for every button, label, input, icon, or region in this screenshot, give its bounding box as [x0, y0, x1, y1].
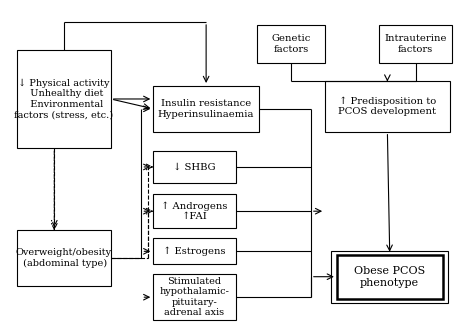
Text: Stimulated
hypothalamic-
pituitary-
adrenal axis: Stimulated hypothalamic- pituitary- adre…	[159, 277, 229, 317]
FancyBboxPatch shape	[153, 151, 236, 183]
FancyBboxPatch shape	[325, 81, 450, 132]
Text: Insulin resistance
Hyperinsulinaemia: Insulin resistance Hyperinsulinaemia	[158, 99, 255, 118]
Text: Intrauterine
factors: Intrauterine factors	[384, 35, 447, 54]
Text: ↓ Physical activity
  Unhealthy diet
  Environmental
factors (stress, etc.): ↓ Physical activity Unhealthy diet Envir…	[14, 79, 113, 119]
Text: ↓ SHBG: ↓ SHBG	[173, 163, 216, 171]
FancyBboxPatch shape	[153, 86, 259, 132]
Text: Overweight/obesity
 (abdominal type): Overweight/obesity (abdominal type)	[16, 248, 112, 268]
FancyBboxPatch shape	[153, 194, 236, 228]
Text: Genetic
factors: Genetic factors	[271, 35, 310, 54]
Text: Obese PCOS
phenotype: Obese PCOS phenotype	[354, 266, 425, 288]
Text: ↑ Predisposition to
PCOS development: ↑ Predisposition to PCOS development	[338, 96, 437, 116]
FancyBboxPatch shape	[337, 255, 443, 299]
FancyBboxPatch shape	[257, 25, 325, 63]
FancyBboxPatch shape	[17, 50, 111, 148]
Text: ↑ Androgens
↑FAI: ↑ Androgens ↑FAI	[161, 201, 228, 221]
Text: ↑ Estrogens: ↑ Estrogens	[163, 247, 226, 256]
FancyBboxPatch shape	[379, 25, 452, 63]
FancyBboxPatch shape	[153, 238, 236, 265]
FancyBboxPatch shape	[153, 274, 236, 320]
FancyBboxPatch shape	[17, 230, 111, 286]
